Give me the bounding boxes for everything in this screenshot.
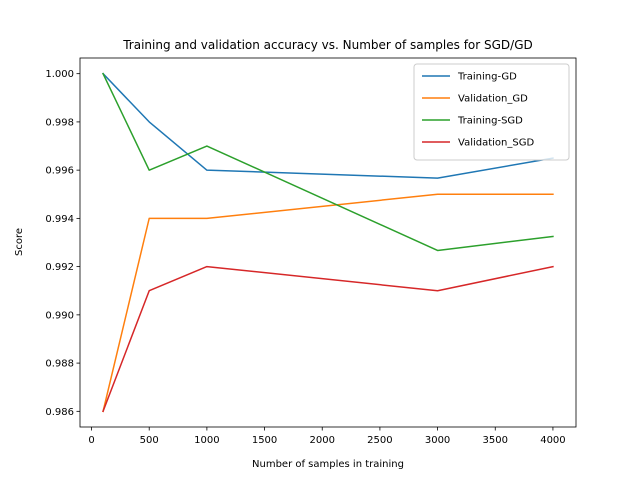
series-lines — [102, 72, 554, 413]
series-line — [102, 265, 554, 413]
y-tick-label: 1.000 — [45, 69, 74, 80]
legend: Training-GD Validation_GD Training-SGD Vali… — [413, 63, 570, 161]
legend-box — [413, 63, 570, 161]
y-tick-label: 0.994 — [45, 214, 74, 225]
x-tick-label: 3000 — [425, 435, 450, 446]
axes-frame — [79, 57, 577, 428]
x-axis: 0 500 1000 1500 2000 2500 3000 3500 4000 — [88, 427, 566, 446]
y-axis-label: Score — [14, 228, 25, 256]
x-tick-label: 1000 — [194, 435, 219, 446]
x-tick-label: 500 — [140, 435, 159, 446]
legend-entry-label: Validation_GD — [458, 94, 528, 105]
x-tick-label: 3500 — [483, 435, 508, 446]
y-tick-label: 0.992 — [45, 262, 74, 273]
x-tick-label: 2500 — [367, 435, 392, 446]
legend-entry-label: Validation_SGD — [458, 138, 534, 149]
x-tick-label: 2000 — [310, 435, 335, 446]
chart-title: Training and validation accuracy vs. Num… — [122, 38, 533, 52]
y-tick-label: 0.988 — [45, 359, 74, 370]
y-tick-label: 0.986 — [45, 407, 74, 418]
y-tick-label: 0.998 — [45, 117, 74, 128]
legend-entry-label: Training-GD — [457, 72, 517, 83]
y-axis: 0.986 0.988 0.990 0.992 0.994 0.996 0.998 1.000 — [45, 69, 80, 418]
y-tick-label: 0.990 — [45, 310, 74, 321]
y-tick-label: 0.996 — [45, 166, 74, 177]
series-line — [102, 72, 554, 252]
legend-entry-label: Training-SGD — [457, 116, 523, 127]
x-axis-label: Number of samples in training — [252, 459, 404, 470]
x-tick-label: 1500 — [252, 435, 277, 446]
series-line — [102, 72, 554, 179]
series-line — [102, 193, 554, 413]
x-tick-label: 4000 — [540, 435, 565, 446]
x-tick-label: 0 — [88, 435, 94, 446]
